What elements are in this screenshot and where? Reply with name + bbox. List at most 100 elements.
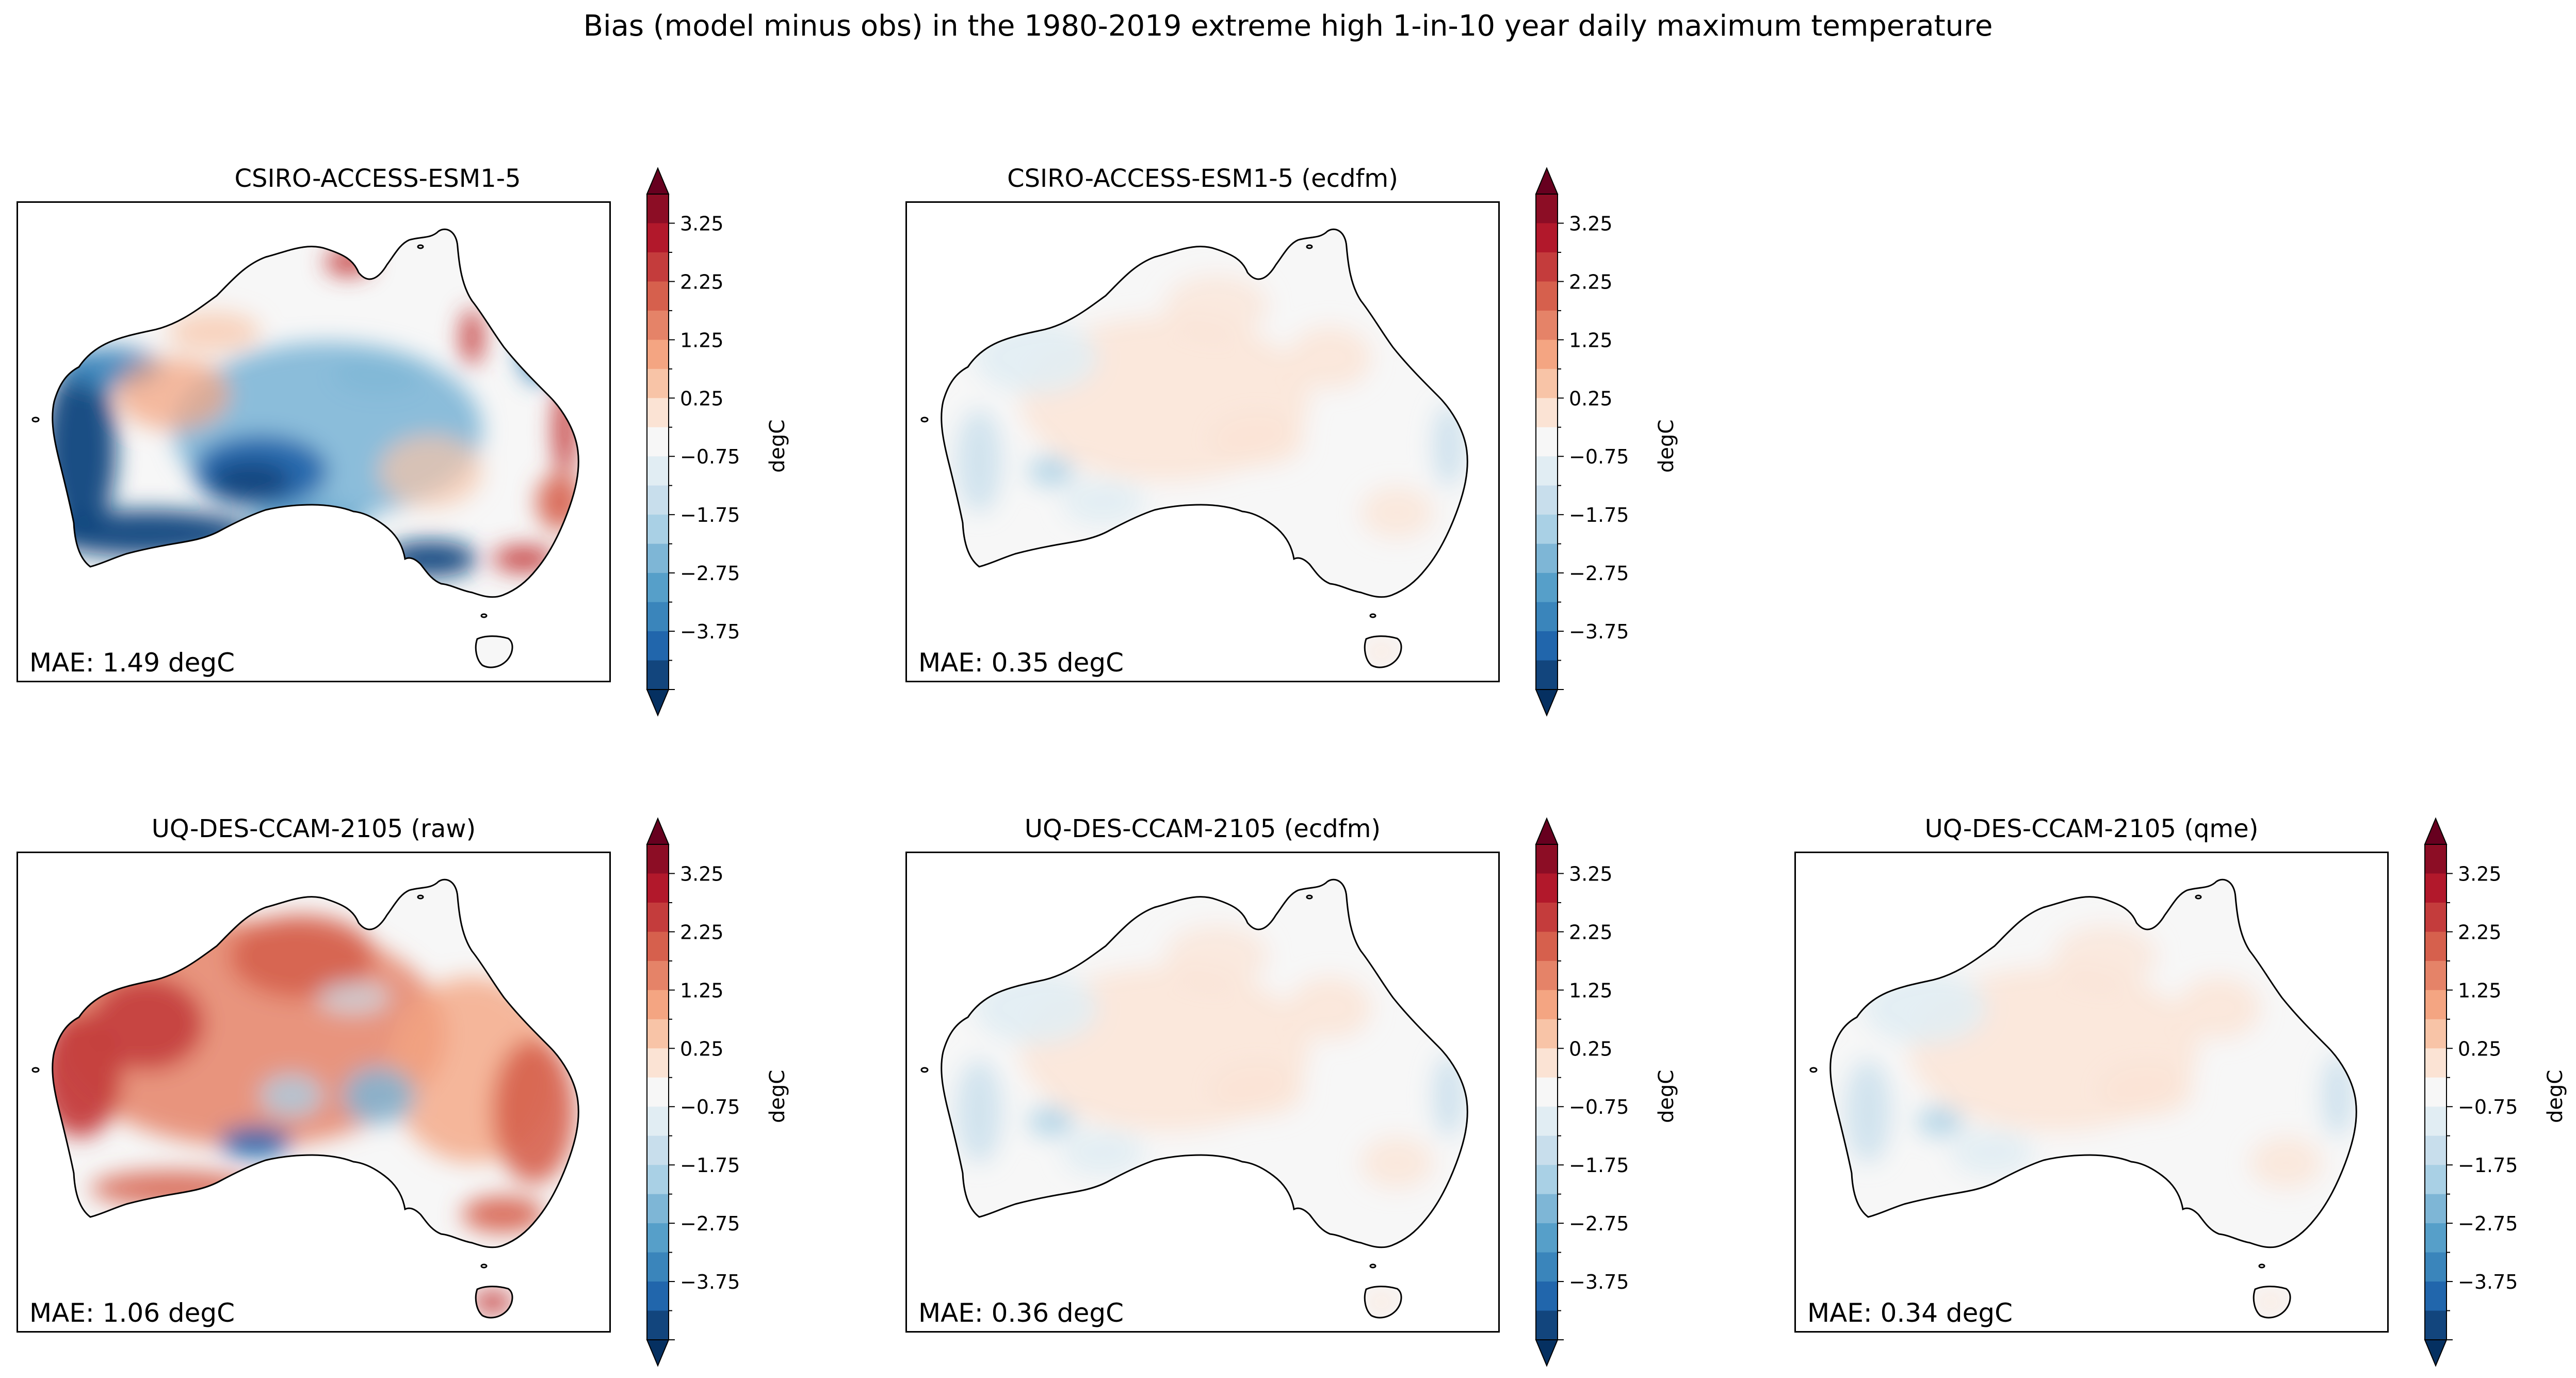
panel-title: UQ-DES-CCAM-2105 (ecdfm)	[1024, 814, 1381, 843]
colorbar-extend-max	[1535, 817, 1559, 845]
colorbar-band	[647, 960, 669, 990]
colorbar-band	[1536, 427, 1558, 457]
bias-region	[1366, 642, 1397, 662]
colorbar-tick-label: 3.25	[680, 862, 724, 885]
colorbar-band	[1536, 1048, 1558, 1078]
colorbar-band	[1536, 1165, 1558, 1195]
bias-region	[1863, 972, 1987, 1044]
coastline	[52, 878, 579, 1248]
bias-region	[325, 249, 371, 275]
bias-region	[2322, 1054, 2353, 1137]
colorbar-band	[2425, 1019, 2447, 1049]
colorbar-band	[1536, 660, 1558, 690]
colorbar-band	[1536, 960, 1558, 990]
colorbar-band	[2425, 932, 2447, 962]
colorbar-band	[647, 1048, 669, 1078]
bias-region	[1433, 404, 1464, 487]
mae-label: MAE: 0.35 degC	[918, 648, 1124, 678]
bias-region	[1361, 1137, 1433, 1189]
mae-label: MAE: 0.34 degC	[1807, 1298, 2013, 1328]
panel-title: CSIRO-ACCESS-ESM1-5	[234, 164, 521, 193]
colorbar-tick-label: −3.75	[2458, 1271, 2518, 1293]
coastline	[1829, 878, 2357, 1248]
bias-region	[219, 1127, 291, 1158]
colorbar-band	[647, 1310, 669, 1340]
colorbar-tick-label: 3.25	[2458, 862, 2502, 885]
colorbar-band	[2425, 1223, 2447, 1253]
map-plot: MAE: 0.34 degC	[1794, 852, 2389, 1333]
bias-region	[1028, 1106, 1075, 1137]
colorbar-tick-label: −3.75	[1569, 620, 1629, 643]
colorbar-extend-max	[2424, 817, 2448, 845]
colorbar-extend-max	[646, 817, 670, 845]
bias-region	[1433, 1054, 1464, 1137]
australia-bias-map	[920, 228, 1468, 668]
colorbar-band	[1536, 631, 1558, 661]
colorbar-band	[647, 398, 669, 428]
colorbar-band	[1536, 281, 1558, 311]
colorbar-band	[1536, 1194, 1558, 1224]
colorbar-extend-min	[646, 689, 670, 717]
colorbar-tick-label: −2.75	[680, 562, 740, 585]
colorbar-band	[647, 602, 669, 632]
coastline-island	[1369, 1263, 1376, 1269]
colorbar-band	[1536, 223, 1558, 253]
colorbar-extend-max	[1535, 167, 1559, 195]
bias-region	[2100, 1065, 2193, 1116]
colorbar-band	[1536, 1310, 1558, 1340]
coastline-island	[1809, 1067, 1818, 1073]
bias-region	[974, 972, 1098, 1044]
colorbar-band	[647, 310, 669, 340]
bias-field	[941, 229, 1468, 668]
bias-field	[1830, 879, 2357, 1318]
map-plot: MAE: 1.06 degC	[17, 852, 611, 1333]
bias-region	[1917, 1106, 1964, 1137]
coastline-island	[480, 1263, 488, 1269]
bias-region	[2250, 1137, 2322, 1189]
map-plot: MAE: 0.35 degC	[905, 201, 1500, 682]
coastline-island	[2258, 1263, 2265, 1269]
australia-bias-map	[1809, 878, 2357, 1319]
bias-region	[1951, 1129, 2033, 1176]
coastline-tasmania	[2253, 1286, 2291, 1319]
australia-bias-map	[920, 878, 1468, 1319]
colorbar-tick-label: −2.75	[1569, 562, 1629, 585]
colorbar-tick-label: 1.25	[1569, 329, 1613, 351]
colorbar-band	[647, 1019, 669, 1049]
colorbar-band	[2425, 1077, 2447, 1107]
colorbar-scale: 3.25 2.25 1.25 0.25 −0.75 −1.75 −2.75 −3.75	[646, 167, 740, 717]
bias-field	[941, 879, 1468, 1318]
colorbar-band	[1536, 1281, 1558, 1311]
coastline-island	[1306, 894, 1313, 900]
bias-region	[1366, 1292, 1397, 1312]
colorbar-tick-label: −1.75	[680, 1154, 740, 1177]
colorbar-tick-label: 3.25	[1569, 212, 1613, 235]
bias-region	[317, 982, 390, 1013]
colorbar-band	[2425, 902, 2447, 933]
map-panel-access-esm1-5: CSIRO-ACCESS-ESM1-5 MAE: 1.49 degC	[17, 164, 739, 701]
bias-region	[116, 358, 230, 430]
bias-region	[1845, 1060, 1891, 1163]
colorbar-label: degC	[1655, 1069, 1678, 1123]
coastline-island	[417, 894, 424, 900]
colorbar-tick-label: 0.25	[1569, 1037, 1613, 1060]
colorbar-band	[2425, 1107, 2447, 1136]
colorbar-scale: 3.25 2.25 1.25 0.25 −0.75 −1.75 −2.75 −3.75	[646, 817, 740, 1367]
coastline-island	[417, 244, 424, 249]
colorbar-band	[647, 223, 669, 253]
bias-region	[472, 1291, 513, 1313]
bias-region	[90, 977, 204, 1070]
bias-region	[1165, 275, 1268, 337]
colorbar-tick-label: −2.75	[2458, 1212, 2518, 1235]
colorbar-tick-label: −1.75	[1569, 504, 1629, 526]
colorbar-scale: 3.25 2.25 1.25 0.25 −0.75 −1.75 −2.75 −3.75	[2424, 817, 2518, 1367]
bias-region	[1028, 456, 1075, 487]
colorbar-band	[647, 368, 669, 398]
colorbar-band	[647, 281, 669, 311]
colorbar-band	[647, 932, 669, 962]
colorbar-band	[647, 573, 669, 603]
bias-region	[384, 541, 477, 577]
colorbar-tick-label: 1.25	[680, 979, 724, 1002]
colorbar-band	[647, 844, 669, 874]
colorbar-tick-label: 0.25	[1569, 387, 1613, 410]
